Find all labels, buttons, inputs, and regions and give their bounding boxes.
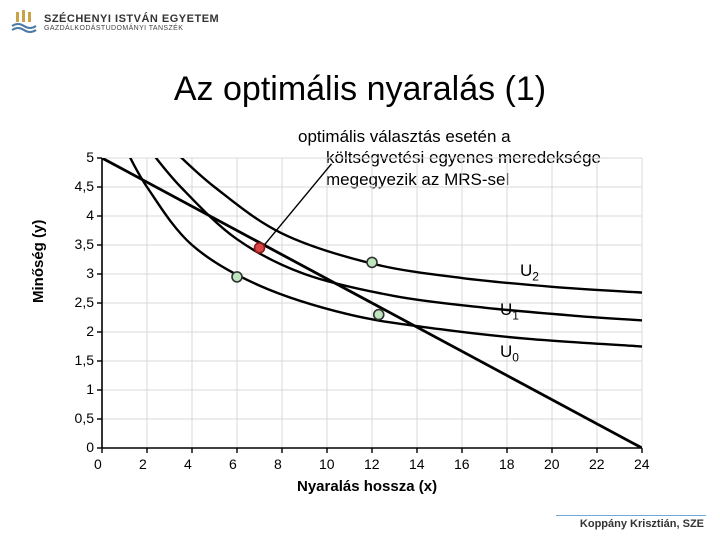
x-tick-label: 2 [139, 456, 147, 472]
y-tick-label: 4,5 [75, 178, 94, 194]
footer-author: Koppány Krisztián, SZE [580, 518, 704, 530]
chart [0, 0, 720, 540]
y-tick-label: 4 [86, 207, 94, 223]
x-tick-label: 14 [409, 456, 425, 472]
x-tick-label: 12 [364, 456, 380, 472]
y-tick-label: 2,5 [75, 294, 94, 310]
x-axis-label: Nyaralás hossza (x) [297, 478, 437, 495]
y-tick-label: 1 [86, 381, 94, 397]
y-tick-label: 1,5 [75, 352, 94, 368]
x-tick-label: 16 [454, 456, 470, 472]
footer-underline [556, 515, 706, 516]
y-axis-label: Minőség (y) [30, 220, 47, 303]
y-tick-label: 3,5 [75, 236, 94, 252]
curve-label: U1 [500, 300, 519, 322]
x-tick-label: 8 [274, 456, 282, 472]
x-tick-label: 4 [184, 456, 192, 472]
y-tick-label: 3 [86, 265, 94, 281]
y-tick-label: 2 [86, 323, 94, 339]
y-tick-label: 0,5 [75, 410, 94, 426]
x-tick-label: 10 [319, 456, 335, 472]
x-tick-label: 18 [499, 456, 515, 472]
curve-label: U0 [500, 342, 519, 364]
curve-label: U2 [520, 261, 539, 283]
y-tick-label: 0 [86, 439, 94, 455]
x-tick-label: 22 [589, 456, 605, 472]
y-tick-label: 5 [86, 149, 94, 165]
x-tick-label: 20 [544, 456, 560, 472]
x-tick-label: 24 [634, 456, 650, 472]
x-tick-label: 6 [229, 456, 237, 472]
x-tick-label: 0 [94, 456, 102, 472]
